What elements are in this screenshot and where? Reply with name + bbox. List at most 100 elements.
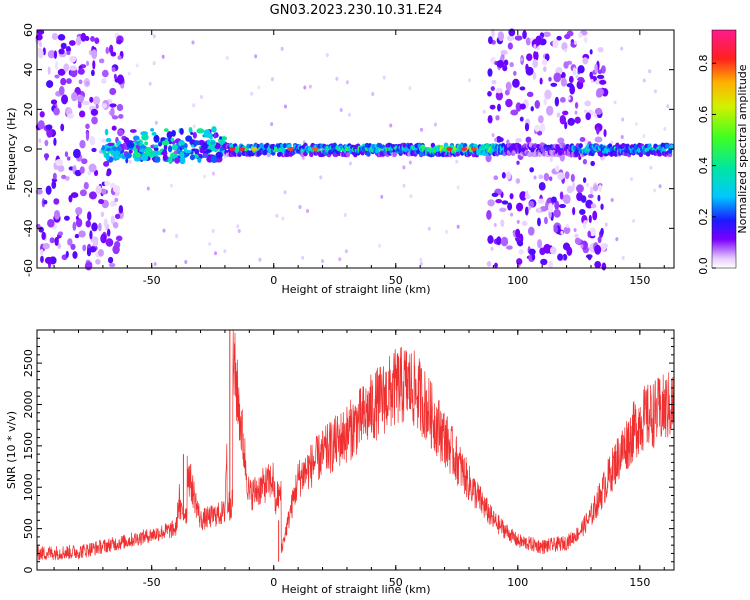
spectrogram-noise-cell xyxy=(57,231,64,236)
spectrogram-noise-cell xyxy=(71,92,78,102)
spectrogram-noise-cell xyxy=(495,198,503,204)
spectrogram-band-cell xyxy=(105,137,112,143)
spectrogram-noise-cell xyxy=(589,186,593,196)
spectrogram-noise-cell xyxy=(91,116,98,125)
spectrogram-noise-cell xyxy=(45,124,53,131)
spectrogram-noise-cell xyxy=(596,87,605,97)
spectrogram-band-cell xyxy=(185,135,193,142)
spectrogram-noise-cell xyxy=(487,114,493,124)
spectrogram-band-cell xyxy=(135,141,141,145)
spectrogram-noise-cell xyxy=(559,96,566,103)
spectrogram-faint-cell xyxy=(161,54,165,59)
spectrogram-faint-cell xyxy=(444,229,448,234)
colorbar-tick-label: 0.6 xyxy=(697,106,710,124)
spectrogram-faint-cell xyxy=(533,175,537,180)
spectrogram-noise-cell xyxy=(69,65,78,71)
spectrogram-noise-cell xyxy=(500,49,508,55)
spectrogram-noise-cell xyxy=(550,82,558,87)
spectrogram-noise-cell xyxy=(101,188,107,195)
spectrogram-faint-cell xyxy=(270,77,274,82)
spectrogram-faint-cell xyxy=(642,134,646,139)
spectrogram-noise-cell xyxy=(92,96,101,106)
spectrogram-faint-cell xyxy=(283,190,287,195)
spectrogram-noise-cell xyxy=(561,42,568,51)
spectrogram-peak-cell xyxy=(239,147,246,151)
spectrogram-noise-cell xyxy=(509,62,514,68)
spectrogram-band-cell xyxy=(160,151,168,156)
colorbar-tick-label: 0.4 xyxy=(697,157,710,175)
spectrogram-faint-cell xyxy=(630,177,634,182)
spectrogram-faint-cell xyxy=(610,198,614,203)
spectrogram-band-cell xyxy=(201,142,208,151)
snr-y-axis-label: SNR (10 * v/v) xyxy=(5,411,18,489)
spectrogram-noise-cell xyxy=(587,194,594,199)
spectrogram-noise-cell xyxy=(85,220,92,228)
spectrogram-faint-cell xyxy=(583,109,587,114)
spectrogram-noise-cell xyxy=(74,233,80,239)
spectrogram-faint-cell xyxy=(214,251,218,256)
spectrogram-noise-cell xyxy=(87,170,92,176)
spectrogram-noise-cell xyxy=(580,195,587,203)
spectrogram-noise-cell xyxy=(582,57,589,65)
spectrogram-faint-cell xyxy=(254,54,258,59)
spectrogram-ticks: -50 0 50 100 150 -60 -40 -20 0 20 40 60 xyxy=(22,23,674,287)
spectrogram-noise-cell xyxy=(53,198,60,205)
spectrogram-noise-cell xyxy=(570,173,575,183)
spectrogram-faint-cell xyxy=(258,257,262,262)
spectrogram-noise-cell xyxy=(55,159,64,167)
spectrogram-band-cell xyxy=(151,132,157,136)
spectrogram-noise-cell xyxy=(65,46,72,53)
spectrogram-faint-cell xyxy=(175,234,179,239)
spectrogram-noise-cell xyxy=(91,49,98,60)
spectrogram-noise-cell xyxy=(562,242,571,251)
spectrogram-faint-cell xyxy=(419,261,423,266)
spectrogram-noise-cell xyxy=(82,100,90,106)
spectrogram-faint-cell xyxy=(202,174,206,179)
spectrogram-faint-cell xyxy=(482,109,486,114)
spectrogram-noise-cell xyxy=(40,255,44,264)
spectrogram-faint-cell xyxy=(590,79,594,84)
spectrogram-noise-cell xyxy=(75,206,83,216)
spectrogram-peak-cell xyxy=(461,147,468,151)
snr-y-tick-label: 2500 xyxy=(22,349,35,377)
spectrogram-faint-cell xyxy=(128,159,132,164)
spectrogram-peak-cell xyxy=(251,147,258,151)
spectrogram-noise-cell xyxy=(563,194,571,205)
spectrogram-band-cell xyxy=(117,129,124,137)
spectrogram-noise-cell xyxy=(60,77,67,86)
spectrogram-faint-cell xyxy=(303,85,307,90)
spectrogram-noise-cell xyxy=(564,171,570,180)
spectrogram-noise-cell xyxy=(116,103,124,112)
spectrogram-faint-cell xyxy=(620,134,624,139)
spectrogram-noise-cell xyxy=(68,195,73,203)
spectrogram-noise-cell xyxy=(112,185,121,193)
spectrogram-band-cell xyxy=(266,152,272,158)
spectrogram-noise-cell xyxy=(40,249,44,256)
spectrogram-noise-cell xyxy=(590,160,595,167)
spectrogram-faint-cell xyxy=(491,60,495,65)
spectrogram-band-cell xyxy=(578,143,583,149)
spectrogram-faint-cell xyxy=(491,133,495,138)
spectrogram-noise-cell xyxy=(112,244,120,255)
spectrogram-noise-cell xyxy=(568,75,574,84)
spectrogram-noise-cell xyxy=(42,243,50,250)
spectrogram-band-cell xyxy=(638,152,644,158)
spectrogram-faint-cell xyxy=(371,92,375,97)
spectrogram-faint-cell xyxy=(586,182,590,187)
spectrogram-noise-cell xyxy=(78,79,83,85)
spectrogram-faint-cell xyxy=(402,183,406,188)
spectrogram-noise-cell xyxy=(534,100,541,109)
spectrogram-band-cell xyxy=(138,148,146,153)
spectrogram-band-cell xyxy=(129,129,137,133)
spectrogram-noise-cell xyxy=(574,237,581,245)
spectrogram-faint-cell xyxy=(408,86,412,91)
spectrogram-noise-cell xyxy=(597,69,603,75)
spectrogram-noise-cell xyxy=(505,171,511,180)
spectrogram-noise-cell xyxy=(587,255,592,261)
spectrogram-noise-cell xyxy=(515,137,522,143)
spectrogram-band-cell xyxy=(398,148,403,154)
spectrogram-noise-cell xyxy=(518,249,524,255)
spectrogram-faint-cell xyxy=(649,165,653,170)
spectrogram-faint-cell xyxy=(533,44,537,49)
spectrogram-band-cell xyxy=(114,155,121,160)
